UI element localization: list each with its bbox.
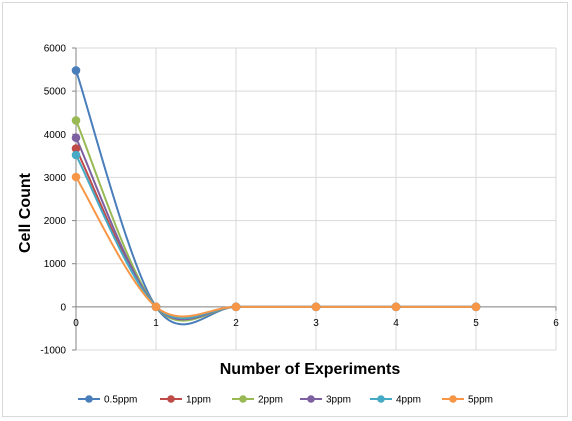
legend-label: 4ppm: [396, 395, 421, 406]
tick-labels: -1000 0 1000 2000 3000 4000 5000 6000 0 1 2 3 4 5 6: [40, 44, 559, 357]
series-line-3ppm: [75, 137, 476, 321]
data-point-0.5ppm: [71, 66, 81, 75]
y-tick-label: 0: [60, 302, 66, 313]
x-tick-label: 0: [73, 318, 79, 329]
x-tick-label: 1: [153, 318, 159, 329]
data-point-5ppm: [391, 302, 401, 312]
legend-swatch-marker: [377, 395, 385, 403]
y-tick-label: 4000: [44, 130, 67, 141]
legend-swatch-marker: [239, 395, 247, 403]
legend-label: 3ppm: [326, 395, 351, 406]
x-tick-label: 6: [553, 318, 559, 329]
legend-label: 2ppm: [258, 395, 283, 406]
data-point-5ppm: [71, 172, 81, 182]
legend-label: 1ppm: [186, 395, 211, 406]
y-tick-label: 2000: [44, 216, 67, 227]
legend-label: 5ppm: [468, 395, 493, 406]
data-point-5ppm: [471, 302, 481, 312]
series-line-5ppm: [75, 176, 476, 318]
x-axis-title: Number of Experiments: [220, 361, 401, 378]
x-tick-label: 5: [473, 318, 479, 329]
series-line-1ppm: [75, 148, 476, 320]
series-line-0.5ppm: [75, 70, 476, 326]
series-markers: [71, 66, 481, 312]
chart-frame: [2, 2, 568, 417]
data-point-2ppm: [71, 116, 81, 125]
legend: 0.5ppm 1ppm 2ppm 3ppm 4ppm 5ppm: [78, 395, 493, 406]
data-point-5ppm: [151, 302, 161, 312]
series-line-4ppm: [75, 154, 476, 320]
x-tick-label: 4: [393, 318, 399, 329]
series-lines: [75, 70, 476, 326]
data-point-3ppm: [71, 133, 81, 143]
y-tick-label: 3000: [44, 173, 67, 184]
x-tick-label: 2: [233, 318, 239, 329]
y-axis-title: Cell Count: [17, 172, 34, 253]
legend-label: 0.5ppm: [104, 395, 137, 406]
data-point-5ppm: [231, 302, 241, 312]
legend-swatch-marker: [449, 395, 457, 403]
y-tick-label: -1000: [40, 346, 66, 357]
y-tick-label: 1000: [44, 259, 67, 270]
x-tick-label: 3: [313, 318, 319, 329]
y-tick-label: 5000: [44, 87, 67, 98]
legend-swatch-marker: [307, 395, 315, 403]
data-point-4ppm: [71, 150, 81, 160]
legend-swatch-marker: [85, 395, 93, 403]
y-tick-label: 6000: [44, 44, 67, 55]
legend-swatch-marker: [167, 395, 175, 403]
data-point-5ppm: [311, 302, 321, 312]
